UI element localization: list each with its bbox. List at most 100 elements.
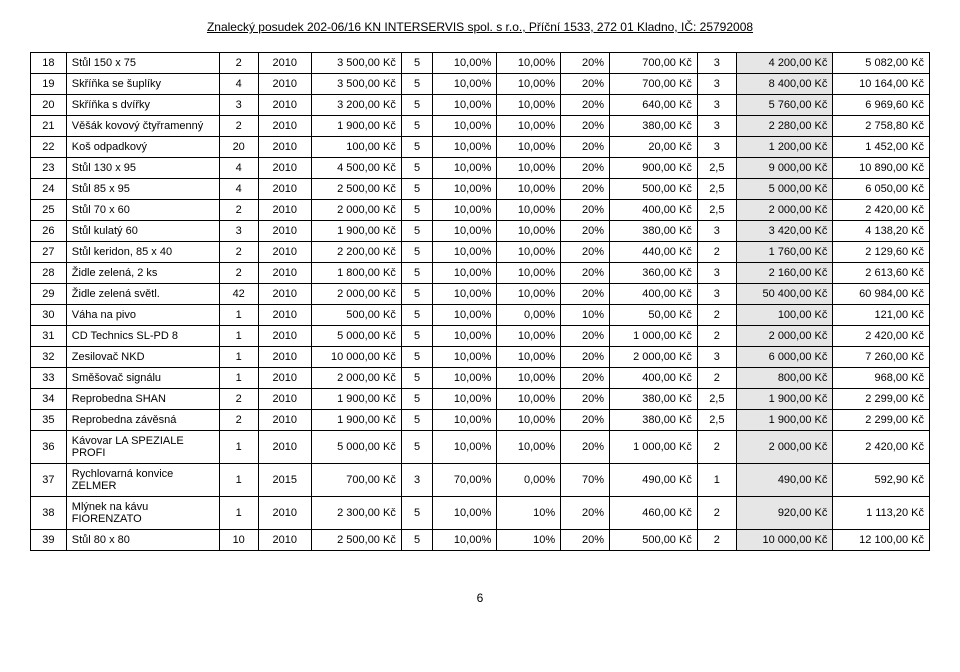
table-row: 38Mlýnek na kávu FIORENZATO120102 300,00… [31,497,930,530]
cell-n: 19 [31,74,67,95]
cell-price: 2 000,00 Kč [311,284,401,305]
cell-p2: 10,00% [497,74,561,95]
cell-p3: 20% [561,326,610,347]
cell-price: 3 500,00 Kč [311,53,401,74]
cell-p1: 10,00% [433,284,497,305]
cell-yr: 2010 [258,389,311,410]
table-row: 21Věšák kovový čtyřramenný220101 900,00 … [31,116,930,137]
cell-name: Váha na pivo [66,305,219,326]
cell-p2: 10,00% [497,137,561,158]
cell-v3: 1 452,00 Kč [833,137,930,158]
cell-name: Reprobedna SHAN [66,389,219,410]
cell-a: 5 [401,347,432,368]
cell-n: 33 [31,368,67,389]
cell-v2: 8 400,00 Kč [736,74,833,95]
cell-v2: 6 000,00 Kč [736,347,833,368]
cell-v1: 1 000,00 Kč [610,431,698,464]
cell-n: 21 [31,116,67,137]
cell-p3: 70% [561,464,610,497]
cell-p3: 20% [561,179,610,200]
cell-v1: 360,00 Kč [610,263,698,284]
cell-v3: 2 420,00 Kč [833,326,930,347]
cell-n: 24 [31,179,67,200]
cell-name: Věšák kovový čtyřramenný [66,116,219,137]
cell-p3: 20% [561,389,610,410]
cell-v1: 460,00 Kč [610,497,698,530]
cell-v2: 920,00 Kč [736,497,833,530]
cell-v1: 640,00 Kč [610,95,698,116]
cell-k: 3 [697,116,736,137]
cell-yr: 2010 [258,242,311,263]
cell-p3: 20% [561,158,610,179]
cell-qty: 3 [219,221,258,242]
cell-name: Rychlovarná konvice ZELMER [66,464,219,497]
table-row: 28Židle zelená, 2 ks220101 800,00 Kč510,… [31,263,930,284]
cell-n: 28 [31,263,67,284]
table-row: 35Reprobedna závěsná220101 900,00 Kč510,… [31,410,930,431]
cell-n: 18 [31,53,67,74]
cell-v3: 6 050,00 Kč [833,179,930,200]
cell-n: 31 [31,326,67,347]
cell-name: Směšovač signálu [66,368,219,389]
cell-name: Stůl 130 x 95 [66,158,219,179]
cell-p1: 10,00% [433,116,497,137]
cell-a: 5 [401,74,432,95]
cell-p1: 10,00% [433,242,497,263]
cell-name: Stůl kulatý 60 [66,221,219,242]
cell-v1: 20,00 Kč [610,137,698,158]
table-row: 33Směšovač signálu120102 000,00 Kč510,00… [31,368,930,389]
cell-k: 2 [697,497,736,530]
cell-name: Koš odpadkový [66,137,219,158]
cell-v3: 968,00 Kč [833,368,930,389]
cell-n: 35 [31,410,67,431]
cell-qty: 2 [219,263,258,284]
cell-n: 20 [31,95,67,116]
cell-k: 3 [697,347,736,368]
cell-v2: 2 000,00 Kč [736,200,833,221]
document-header: Znalecký posudek 202-06/16 KN INTERSERVI… [30,20,930,34]
cell-a: 5 [401,53,432,74]
cell-a: 5 [401,530,432,551]
cell-k: 2 [697,242,736,263]
cell-yr: 2010 [258,179,311,200]
cell-v3: 4 138,20 Kč [833,221,930,242]
cell-price: 1 900,00 Kč [311,116,401,137]
cell-yr: 2010 [258,221,311,242]
cell-p3: 20% [561,530,610,551]
cell-k: 1 [697,464,736,497]
cell-a: 5 [401,200,432,221]
cell-p2: 10,00% [497,389,561,410]
cell-p2: 10,00% [497,158,561,179]
cell-price: 3 500,00 Kč [311,74,401,95]
cell-v3: 60 984,00 Kč [833,284,930,305]
cell-p2: 10,00% [497,53,561,74]
table-row: 24Stůl 85 x 95420102 500,00 Kč510,00%10,… [31,179,930,200]
cell-a: 5 [401,263,432,284]
cell-v3: 592,90 Kč [833,464,930,497]
cell-p2: 10% [497,497,561,530]
cell-n: 23 [31,158,67,179]
cell-qty: 2 [219,410,258,431]
cell-qty: 2 [219,116,258,137]
cell-v1: 500,00 Kč [610,179,698,200]
table-row: 22Koš odpadkový202010100,00 Kč510,00%10,… [31,137,930,158]
cell-yr: 2010 [258,326,311,347]
cell-p1: 10,00% [433,389,497,410]
table-row: 36Kávovar LA SPEZIALE PROFI120105 000,00… [31,431,930,464]
cell-v1: 900,00 Kč [610,158,698,179]
cell-p2: 10% [497,530,561,551]
cell-p1: 10,00% [433,137,497,158]
cell-k: 3 [697,263,736,284]
cell-n: 30 [31,305,67,326]
cell-yr: 2010 [258,53,311,74]
cell-p1: 10,00% [433,326,497,347]
cell-n: 39 [31,530,67,551]
cell-price: 700,00 Kč [311,464,401,497]
cell-yr: 2010 [258,158,311,179]
cell-p1: 10,00% [433,410,497,431]
cell-p3: 20% [561,221,610,242]
cell-n: 25 [31,200,67,221]
cell-qty: 1 [219,368,258,389]
cell-name: Kávovar LA SPEZIALE PROFI [66,431,219,464]
cell-p2: 10,00% [497,410,561,431]
